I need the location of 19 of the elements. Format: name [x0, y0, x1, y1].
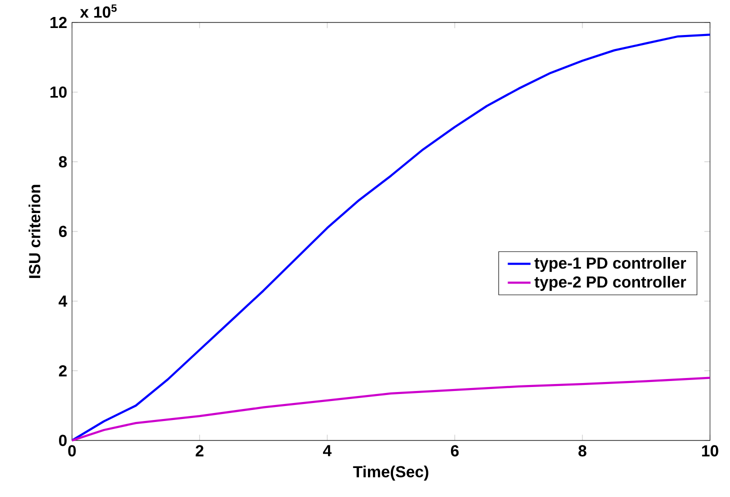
text: x 10$^{5}$: [80, 4, 117, 18]
y-tick-label: 12: [50, 16, 67, 28]
x-tick-label: 6: [450, 444, 459, 456]
y-axis-title: ISU criterion: [28, 184, 40, 278]
line-series: [70, 376, 712, 442]
y-tick-label: 6: [58, 226, 67, 237]
x-axis-title: Time(Sec): [353, 465, 428, 480]
x-tick-label: 8: [578, 444, 586, 456]
legend-label: type-2 PD controller: [534, 276, 686, 291]
y-tick-label: 8: [58, 156, 67, 168]
y-tick-label: 10: [50, 86, 67, 98]
x-tick-label: 2: [196, 444, 204, 456]
y-tick-label: 4: [58, 295, 68, 306]
legend-label: type-1 PD controller: [534, 256, 686, 272]
x-tick-label: 0: [68, 444, 76, 456]
x-tick-label: 4: [323, 444, 332, 456]
y-tick-label: 0: [59, 434, 67, 446]
y-tick-label: 2: [58, 364, 67, 376]
x-tick-label: 10: [702, 444, 718, 456]
